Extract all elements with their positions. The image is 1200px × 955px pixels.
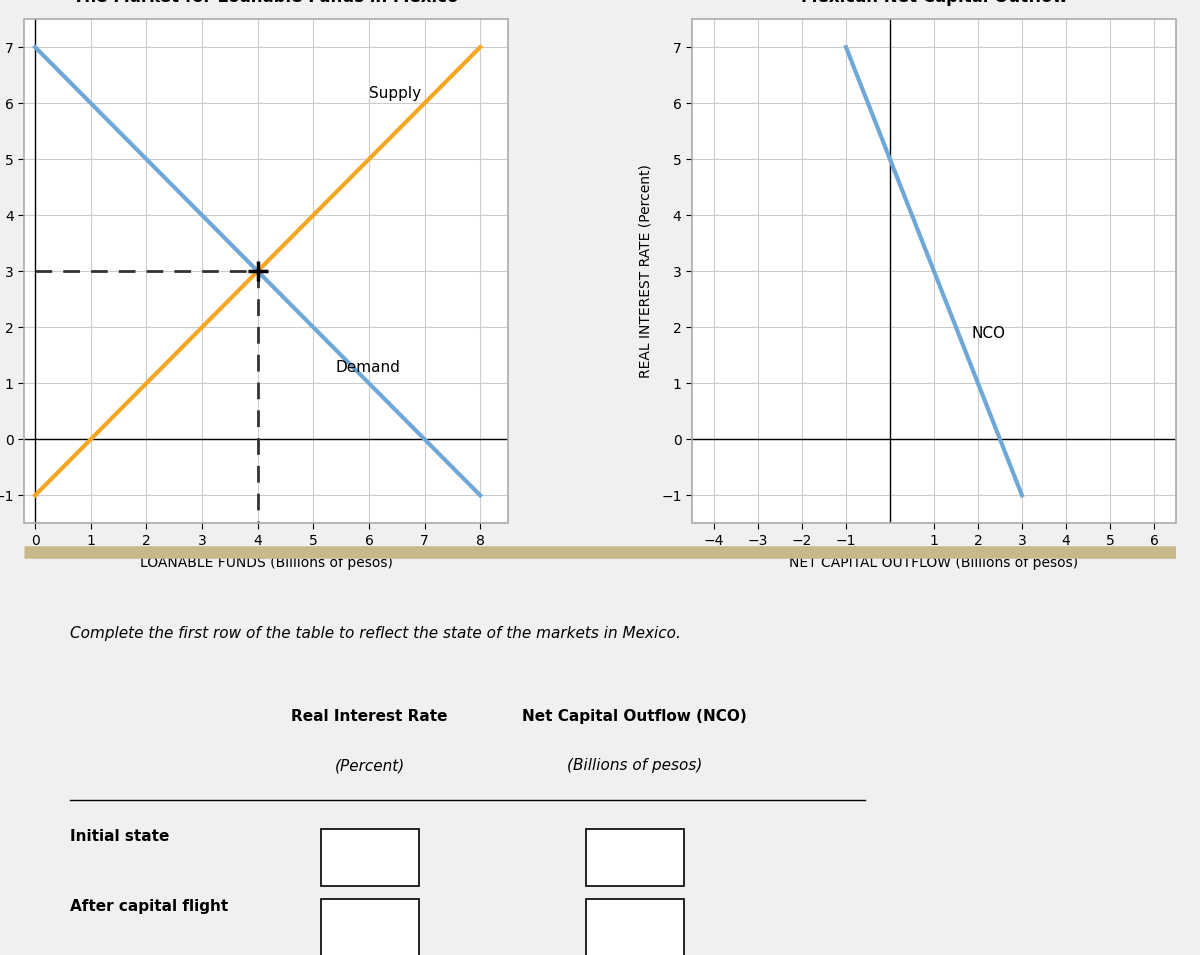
Text: Supply: Supply: [368, 86, 421, 100]
X-axis label: NET CAPITAL OUTFLOW (Billions of pesos): NET CAPITAL OUTFLOW (Billions of pesos): [790, 556, 1079, 570]
Text: Demand: Demand: [336, 360, 401, 375]
Point: [62, 794, 77, 805]
Y-axis label: REAL INTEREST RATE (Percent): REAL INTEREST RATE (Percent): [638, 164, 653, 378]
Text: Complete the first row of the table to reflect the state of the markets in Mexic: Complete the first row of the table to r…: [70, 626, 680, 642]
Title: Mexican Net Capital Outflow: Mexican Net Capital Outflow: [800, 0, 1068, 7]
Point: [858, 794, 872, 805]
Text: (Percent): (Percent): [335, 758, 404, 774]
Text: Net Capital Outflow (NCO): Net Capital Outflow (NCO): [522, 709, 746, 724]
Text: Real Interest Rate: Real Interest Rate: [292, 709, 448, 724]
Text: (Billions of pesos): (Billions of pesos): [566, 758, 702, 774]
FancyBboxPatch shape: [320, 829, 419, 886]
Text: NCO: NCO: [971, 327, 1006, 342]
X-axis label: LOANABLE FUNDS (Billions of pesos): LOANABLE FUNDS (Billions of pesos): [139, 556, 392, 570]
FancyBboxPatch shape: [586, 829, 684, 886]
Text: Initial state: Initial state: [70, 829, 169, 843]
Title: The Market for Loanable Funds in Mexico: The Market for Loanable Funds in Mexico: [73, 0, 458, 7]
FancyBboxPatch shape: [586, 899, 684, 955]
FancyBboxPatch shape: [320, 899, 419, 955]
Text: After capital flight: After capital flight: [70, 899, 228, 914]
